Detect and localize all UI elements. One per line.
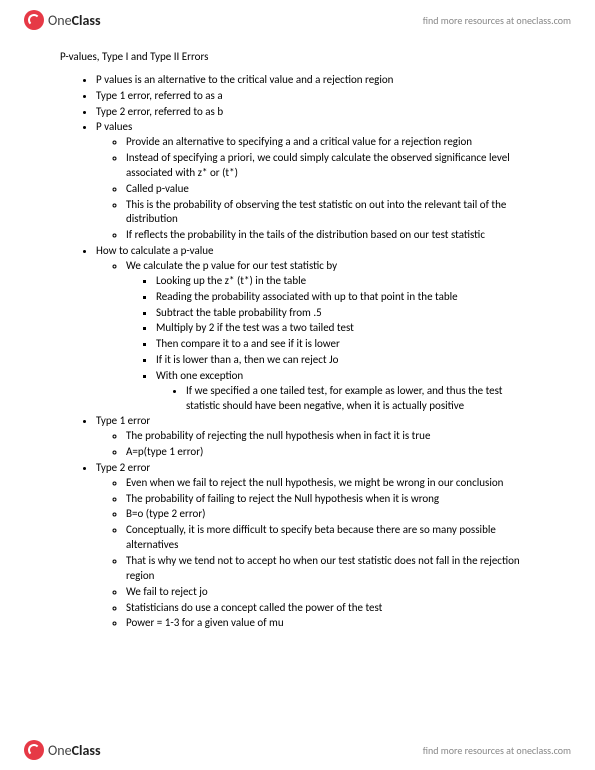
list-item-label: Type 1 error [96, 414, 150, 427]
document-content: P-values, Type I and Type II Errors P va… [0, 40, 595, 631]
list-item: Then compare it to a and see if it is lo… [156, 337, 535, 352]
list-item: Called p-value [126, 182, 535, 197]
list-item: P values is an alternative to the critic… [96, 73, 535, 88]
list-item: If we specified a one tailed test, for e… [186, 384, 535, 414]
doc-title: P-values, Type I and Type II Errors [60, 50, 535, 65]
list-item: Type 2 error, referred to as b [96, 105, 535, 120]
header-tagline: find more resources at oneclass.com [423, 14, 571, 27]
footer-logo: OneClass [24, 740, 101, 760]
list-item: With one exception If we specified a one… [156, 369, 535, 414]
brand-part1: One [48, 742, 72, 759]
header: OneClass find more resources at oneclass… [0, 0, 595, 40]
list-item-label: P values [96, 120, 132, 133]
howto-steps: Looking up the z* (t*) in the table Read… [126, 274, 535, 414]
list-item: Even when we fail to reject the null hyp… [126, 476, 535, 491]
list-item: How to calculate a p-value We calculate … [96, 244, 535, 413]
list-item-label: With one exception [156, 369, 243, 382]
brand-part2: Class [72, 12, 101, 29]
logo: OneClass [24, 10, 101, 30]
logo-icon [24, 740, 44, 760]
list-item: B=o (type 2 error) [126, 507, 535, 522]
type2-sublist: Even when we fail to reject the null hyp… [96, 476, 535, 631]
type1-sublist: The probability of rejecting the null hy… [96, 429, 535, 460]
list-item: We fail to reject jo [126, 585, 535, 600]
logo-text: OneClass [48, 12, 101, 29]
list-item: Subtract the table probability from .5 [156, 306, 535, 321]
exception-list: If we specified a one tailed test, for e… [156, 384, 535, 414]
list-item: If reflects the probability in the tails… [126, 228, 535, 243]
list-item: Reading the probability associated with … [156, 290, 535, 305]
list-item: Instead of specifying a priori, we could… [126, 151, 535, 181]
howto-sublist: We calculate the p value for our test st… [96, 259, 535, 413]
list-item: That is why we tend not to accept ho whe… [126, 554, 535, 584]
list-item: Type 1 error The probability of rejectin… [96, 414, 535, 460]
list-item-label: Type 2 error [96, 461, 150, 474]
brand-part1: One [48, 12, 72, 29]
list-item: Power = 1-3 for a given value of mu [126, 616, 535, 631]
footer: OneClass find more resources at oneclass… [0, 730, 595, 770]
list-item: P values Provide an alternative to speci… [96, 120, 535, 243]
logo-icon [24, 10, 44, 30]
list-item: Statisticians do use a concept called th… [126, 601, 535, 616]
list-item-label: We calculate the p value for our test st… [126, 259, 337, 272]
list-item: Conceptually, it is more difficult to sp… [126, 523, 535, 553]
list-item: A=p(type 1 error) [126, 445, 535, 460]
list-item-label: How to calculate a p-value [96, 244, 214, 257]
list-item: Looking up the z* (t*) in the table [156, 274, 535, 289]
footer-logo-text: OneClass [48, 742, 101, 759]
list-item: This is the probability of observing the… [126, 198, 535, 228]
footer-tagline: find more resources at oneclass.com [423, 744, 571, 757]
brand-part2: Class [72, 742, 101, 759]
top-list: P values is an alternative to the critic… [60, 73, 535, 631]
list-item: The probability of failing to reject the… [126, 492, 535, 507]
list-item: Type 1 error, referred to as a [96, 89, 535, 104]
list-item: Multiply by 2 if the test was a two tail… [156, 321, 535, 336]
list-item: We calculate the p value for our test st… [126, 259, 535, 413]
list-item: If it is lower than a, then we can rejec… [156, 353, 535, 368]
list-item: Type 2 error Even when we fail to reject… [96, 461, 535, 631]
list-item: Provide an alternative to specifying a a… [126, 135, 535, 150]
pvalues-sublist: Provide an alternative to specifying a a… [96, 135, 535, 243]
list-item: The probability of rejecting the null hy… [126, 429, 535, 444]
